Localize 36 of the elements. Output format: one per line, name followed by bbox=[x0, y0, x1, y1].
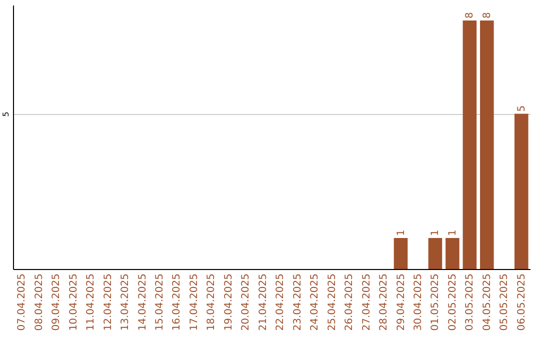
x-tick-label: 09.04.2025 bbox=[51, 274, 62, 331]
data-label: 1 bbox=[447, 230, 458, 236]
x-tick-label: 02.05.2025 bbox=[447, 274, 458, 331]
x-tick-label: 07.04.2025 bbox=[16, 274, 28, 331]
x-tick-label: 24.04.2025 bbox=[310, 274, 321, 331]
x-tick-label: 29.04.2025 bbox=[396, 274, 407, 331]
x-tick-label: 03.05.2025 bbox=[464, 274, 476, 331]
x-tick-label: 28.04.2025 bbox=[378, 274, 390, 331]
x-tick-label: 25.04.2025 bbox=[326, 274, 338, 331]
x-tick-label: 18.04.2025 bbox=[206, 274, 218, 331]
x-tick-label: 16.04.2025 bbox=[172, 274, 183, 331]
x-tick-label: 17.04.2025 bbox=[188, 274, 200, 331]
x-tick-label: 19.04.2025 bbox=[223, 274, 234, 331]
x-tick-label: 15.04.2025 bbox=[154, 274, 166, 331]
x-tick-label: 30.04.2025 bbox=[412, 274, 424, 331]
x-tick-label: 04.05.2025 bbox=[482, 274, 493, 331]
data-label: 1 bbox=[396, 230, 407, 236]
x-tick-label: 27.04.2025 bbox=[361, 274, 372, 331]
x-tick-label: 10.04.2025 bbox=[68, 274, 80, 331]
x-tick-label: 21.04.2025 bbox=[258, 274, 269, 331]
x-tick-label: 23.04.2025 bbox=[292, 274, 304, 331]
x-tick-label: 26.04.2025 bbox=[344, 274, 356, 331]
x-tick-label: 06.05.2025 bbox=[516, 274, 528, 331]
data-label: 1 bbox=[430, 230, 442, 236]
x-tick-label: 22.04.2025 bbox=[275, 274, 286, 331]
x-tick-label: 14.04.2025 bbox=[137, 274, 148, 331]
x-tick-label: 05.05.2025 bbox=[499, 274, 510, 331]
data-label: 8 bbox=[464, 12, 476, 19]
x-tick-label: 20.04.2025 bbox=[240, 274, 252, 331]
x-tick-label: 08.04.2025 bbox=[34, 274, 45, 331]
x-tick-label: 13.04.2025 bbox=[120, 274, 132, 331]
x-tick-label: 11.04.2025 bbox=[86, 274, 97, 331]
x-tick-label: 12.04.2025 bbox=[102, 274, 114, 331]
data-label: 5 bbox=[516, 105, 528, 112]
x-tick-label: 01.05.2025 bbox=[430, 274, 442, 331]
data-label: 8 bbox=[482, 12, 493, 19]
